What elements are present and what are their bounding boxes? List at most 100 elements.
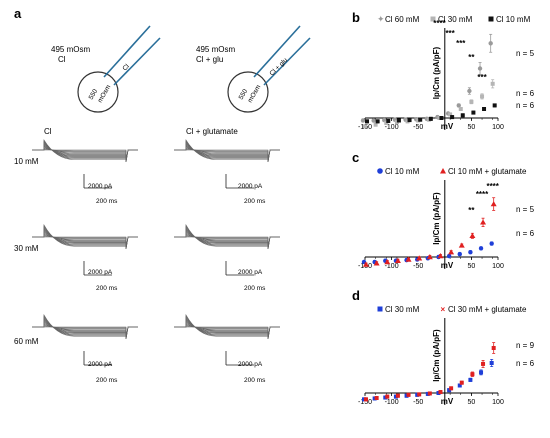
data-point <box>386 118 391 123</box>
data-point <box>405 256 412 262</box>
x-tick-label: 100 <box>492 399 504 406</box>
x-tick-label: 100 <box>492 124 504 131</box>
x-tick-label: -100 <box>385 124 399 131</box>
current-trace <box>32 313 138 340</box>
significance-stars: **** <box>476 190 489 199</box>
data-point <box>490 201 497 207</box>
trace-group-4 <box>32 313 138 366</box>
current-trace <box>32 232 138 250</box>
bath-solution-left: Cl <box>58 55 66 64</box>
current-trace <box>174 138 280 163</box>
x-tick-label: 50 <box>468 124 476 131</box>
trace-group-5 <box>174 313 280 366</box>
legend-c-0: Cl 10 mM <box>385 167 420 176</box>
significance-stars: **** <box>433 19 446 28</box>
column-title-right: Cl + glutamate <box>186 127 238 136</box>
bath-solution-right: Cl + glu <box>196 55 223 64</box>
trace-group-2 <box>32 223 138 276</box>
legend-c-1: Cl 10 mM + glutamate <box>448 167 527 176</box>
n-label-d-0: n = 9 <box>516 341 535 350</box>
data-point <box>478 246 484 251</box>
data-point <box>373 260 380 266</box>
current-trace <box>32 322 138 340</box>
data-point <box>426 254 433 260</box>
significance-stars: *** <box>477 73 487 82</box>
data-point <box>439 116 444 120</box>
scale-time-2r: 200 ms <box>244 285 266 292</box>
data-point <box>459 380 464 385</box>
data-point <box>364 397 368 402</box>
panel-c-label: c <box>352 150 359 165</box>
significance-stars: **** <box>486 182 499 191</box>
data-point <box>469 232 476 239</box>
data-point <box>418 117 423 122</box>
cell-schematic-left: 495 mOsm Cl 550 mOsm Cl <box>51 25 161 113</box>
scale-current-2l: 2000 pA <box>88 269 113 276</box>
panel-a-label: a <box>14 6 22 21</box>
data-point <box>480 94 485 99</box>
panel-d-label: d <box>352 288 360 303</box>
data-point <box>460 113 465 118</box>
n-label-b-0: n = 5 <box>516 49 535 58</box>
data-point <box>450 115 455 120</box>
x-tick-label: -100 <box>385 263 399 270</box>
x-tick-label: -100 <box>385 399 399 406</box>
data-point <box>491 346 496 350</box>
n-label-d-1: n = 6 <box>516 359 535 368</box>
data-point <box>438 390 443 395</box>
data-point <box>488 41 493 46</box>
scale-current-1r: 2000 pA <box>238 183 263 190</box>
n-label-c-0: n = 5 <box>516 205 535 214</box>
data-point <box>394 257 401 263</box>
x-tick-label: -50 <box>413 399 423 406</box>
data-point <box>469 99 474 104</box>
legend-b-0: Cl 60 mM <box>385 15 420 24</box>
bath-osm-left: 495 mOsm <box>51 45 90 54</box>
data-point <box>371 118 376 123</box>
data-point <box>477 66 483 71</box>
bath-osm-right: 495 mOsm <box>196 45 235 54</box>
data-point <box>406 392 411 397</box>
data-point <box>375 119 380 124</box>
pipette-label-left: Cl <box>121 63 131 73</box>
n-label-b-1: n = 6 <box>516 89 535 98</box>
current-trace <box>174 232 280 250</box>
x-tick-label: -150 <box>358 399 372 406</box>
legend-marker <box>488 16 494 22</box>
trace-group-3 <box>174 223 280 276</box>
n-label-b-2: n = 6 <box>516 101 535 110</box>
data-point <box>480 219 487 225</box>
y-axis-label: Ip/Cm (pA/pF) <box>432 329 441 382</box>
legend-marker <box>377 168 383 174</box>
current-trace <box>174 223 280 250</box>
pipette-left-b <box>113 37 161 86</box>
scale-current-3l: 2000 pA <box>88 361 113 368</box>
data-point <box>481 361 486 366</box>
pipette-right-b <box>263 37 311 86</box>
significance-stars: ** <box>468 53 475 62</box>
data-point <box>448 249 455 255</box>
data-point <box>456 103 461 108</box>
row-label-30mM: 30 mM <box>14 244 39 253</box>
column-title-left: Cl <box>44 127 52 136</box>
data-point <box>457 251 462 257</box>
x-tick-label: -50 <box>413 263 423 270</box>
data-point <box>373 122 378 127</box>
legend-marker: × <box>441 305 446 314</box>
data-point <box>363 124 367 129</box>
significance-stars: *** <box>445 29 455 38</box>
data-point <box>384 259 391 265</box>
x-tick-label: -50 <box>413 124 423 131</box>
data-point <box>363 261 369 267</box>
row-label-10mM: 10 mM <box>14 157 39 166</box>
data-point <box>490 81 495 86</box>
scale-time-2l: 200 ms <box>96 285 118 292</box>
data-point <box>448 112 453 117</box>
legend-d-1: Cl 30 mM + glutamate <box>448 305 527 314</box>
x-tick-label: 50 <box>468 263 476 270</box>
data-point <box>489 241 494 246</box>
pipette-unit-right: mOsm <box>247 84 263 104</box>
data-point <box>427 391 432 396</box>
panel-b-label: b <box>352 10 360 25</box>
